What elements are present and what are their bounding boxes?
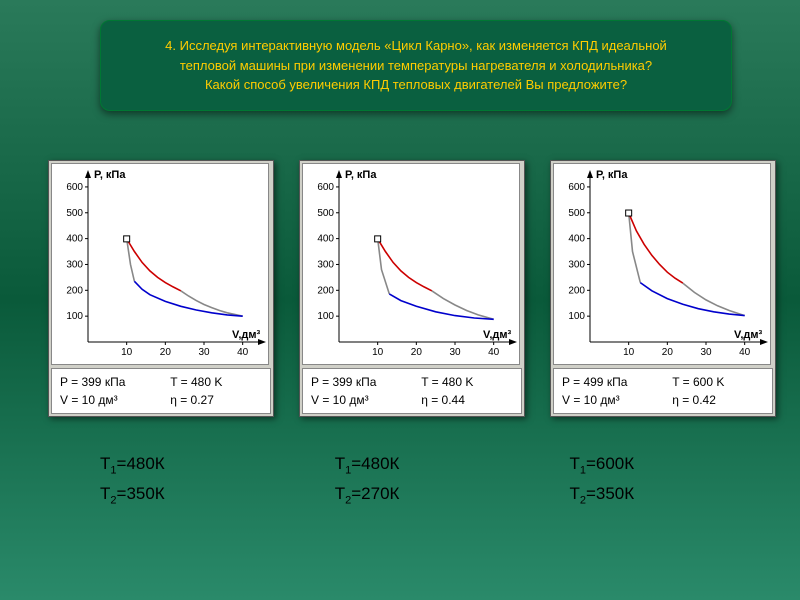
question-box: 4. Исследуя интерактивную модель «Цикл К… [100,20,732,111]
svg-text:400: 400 [317,234,334,245]
svg-text:V,дм³: V,дм³ [734,329,763,341]
svg-text:30: 30 [198,347,210,358]
svg-text:40: 40 [488,347,500,358]
svg-text:40: 40 [237,347,249,358]
info-v-0: V = 10 дм³ [60,391,170,409]
info-p-2: P = 499 кПа [562,373,672,391]
info-v-1: V = 10 дм³ [311,391,421,409]
question-line3: Какой способ увеличения КПД тепловых дви… [205,77,627,92]
question-line2: тепловой машины при изменении температур… [180,58,652,73]
chart-svg-0: 100 200 300 400 500 600 10 20 30 40 Р, кПа V,дм³ [52,164,268,364]
info-p-1: P = 399 кПа [311,373,421,391]
svg-text:300: 300 [317,259,334,270]
chart-panel-2: 100 200 300 400 500 600 10 20 30 40 Р, кПа V,дм³ P … [550,160,776,417]
svg-text:Р, кПа: Р, кПа [596,169,628,181]
svg-text:100: 100 [66,311,83,322]
svg-text:10: 10 [121,347,133,358]
temp-t2-0: Т2=350К [100,480,165,510]
svg-text:100: 100 [568,311,585,322]
info-v-2: V = 10 дм³ [562,391,672,409]
svg-text:600: 600 [66,182,83,193]
svg-text:300: 300 [66,259,83,270]
temp-block-2: Т1=600К Т2=350К [569,450,634,510]
temp-t1-0: Т1=480К [100,450,165,480]
svg-text:400: 400 [568,234,585,245]
svg-text:20: 20 [411,347,423,358]
slide: 4. Исследуя интерактивную модель «Цикл К… [0,0,800,600]
svg-text:20: 20 [662,347,674,358]
temp-block-0: Т1=480К Т2=350К [100,450,165,510]
svg-text:300: 300 [568,259,585,270]
temp-t1-2: Т1=600К [569,450,634,480]
info-t-1: T = 480 K [421,373,513,391]
chart-area-2: 100 200 300 400 500 600 10 20 30 40 Р, кПа V,дм³ [553,163,771,365]
chart-area-1: 100 200 300 400 500 600 10 20 30 40 Р, кПа V,дм³ [302,163,520,365]
temp-t1-1: Т1=480К [335,450,400,480]
chart-panel-0: 100 200 300 400 500 600 10 20 30 40 Р, кПа V,дм³ P … [48,160,274,417]
svg-text:400: 400 [66,234,83,245]
info-eta-1: η = 0.44 [421,391,513,409]
svg-text:10: 10 [372,347,384,358]
svg-text:500: 500 [317,208,334,219]
chart-area-0: 100 200 300 400 500 600 10 20 30 40 Р, кПа V,дм³ [51,163,269,365]
info-p-0: P = 399 кПа [60,373,170,391]
info-box-2: P = 499 кПа T = 600 K V = 10 дм³ η = 0.4… [553,368,773,414]
info-t-0: T = 480 K [170,373,262,391]
chart-panel-1: 100 200 300 400 500 600 10 20 30 40 Р, кПа V,дм³ P … [299,160,525,417]
svg-text:Р, кПа: Р, кПа [345,169,377,181]
svg-text:30: 30 [700,347,712,358]
temp-block-1: Т1=480К Т2=270К [335,450,400,510]
temp-t2-2: Т2=350К [569,480,634,510]
svg-text:600: 600 [317,182,334,193]
svg-text:100: 100 [317,311,334,322]
question-text: 4. Исследуя интерактивную модель «Цикл К… [121,36,711,95]
svg-text:10: 10 [623,347,635,358]
svg-text:Р, кПа: Р, кПа [94,169,126,181]
svg-text:200: 200 [317,285,334,296]
chart-svg-1: 100 200 300 400 500 600 10 20 30 40 Р, кПа V,дм³ [303,164,519,364]
svg-text:500: 500 [568,208,585,219]
info-box-1: P = 399 кПа T = 480 K V = 10 дм³ η = 0.4… [302,368,522,414]
question-line1: 4. Исследуя интерактивную модель «Цикл К… [165,38,667,53]
info-eta-0: η = 0.27 [170,391,262,409]
svg-text:V,дм³: V,дм³ [483,329,512,341]
svg-text:30: 30 [449,347,461,358]
svg-text:500: 500 [66,208,83,219]
svg-text:600: 600 [568,182,585,193]
info-t-2: T = 600 K [672,373,764,391]
charts-row: 100 200 300 400 500 600 10 20 30 40 Р, кПа V,дм³ P … [48,160,776,417]
svg-text:40: 40 [739,347,751,358]
temp-t2-1: Т2=270К [335,480,400,510]
info-eta-2: η = 0.42 [672,391,764,409]
info-box-0: P = 399 кПа T = 480 K V = 10 дм³ η = 0.2… [51,368,271,414]
svg-text:200: 200 [568,285,585,296]
svg-text:V,дм³: V,дм³ [232,329,261,341]
chart-svg-2: 100 200 300 400 500 600 10 20 30 40 Р, кПа V,дм³ [554,164,770,364]
svg-text:20: 20 [160,347,172,358]
svg-text:200: 200 [66,285,83,296]
labels-row: Т1=480К Т2=350К Т1=480К Т2=270К Т1=600К … [100,450,634,510]
